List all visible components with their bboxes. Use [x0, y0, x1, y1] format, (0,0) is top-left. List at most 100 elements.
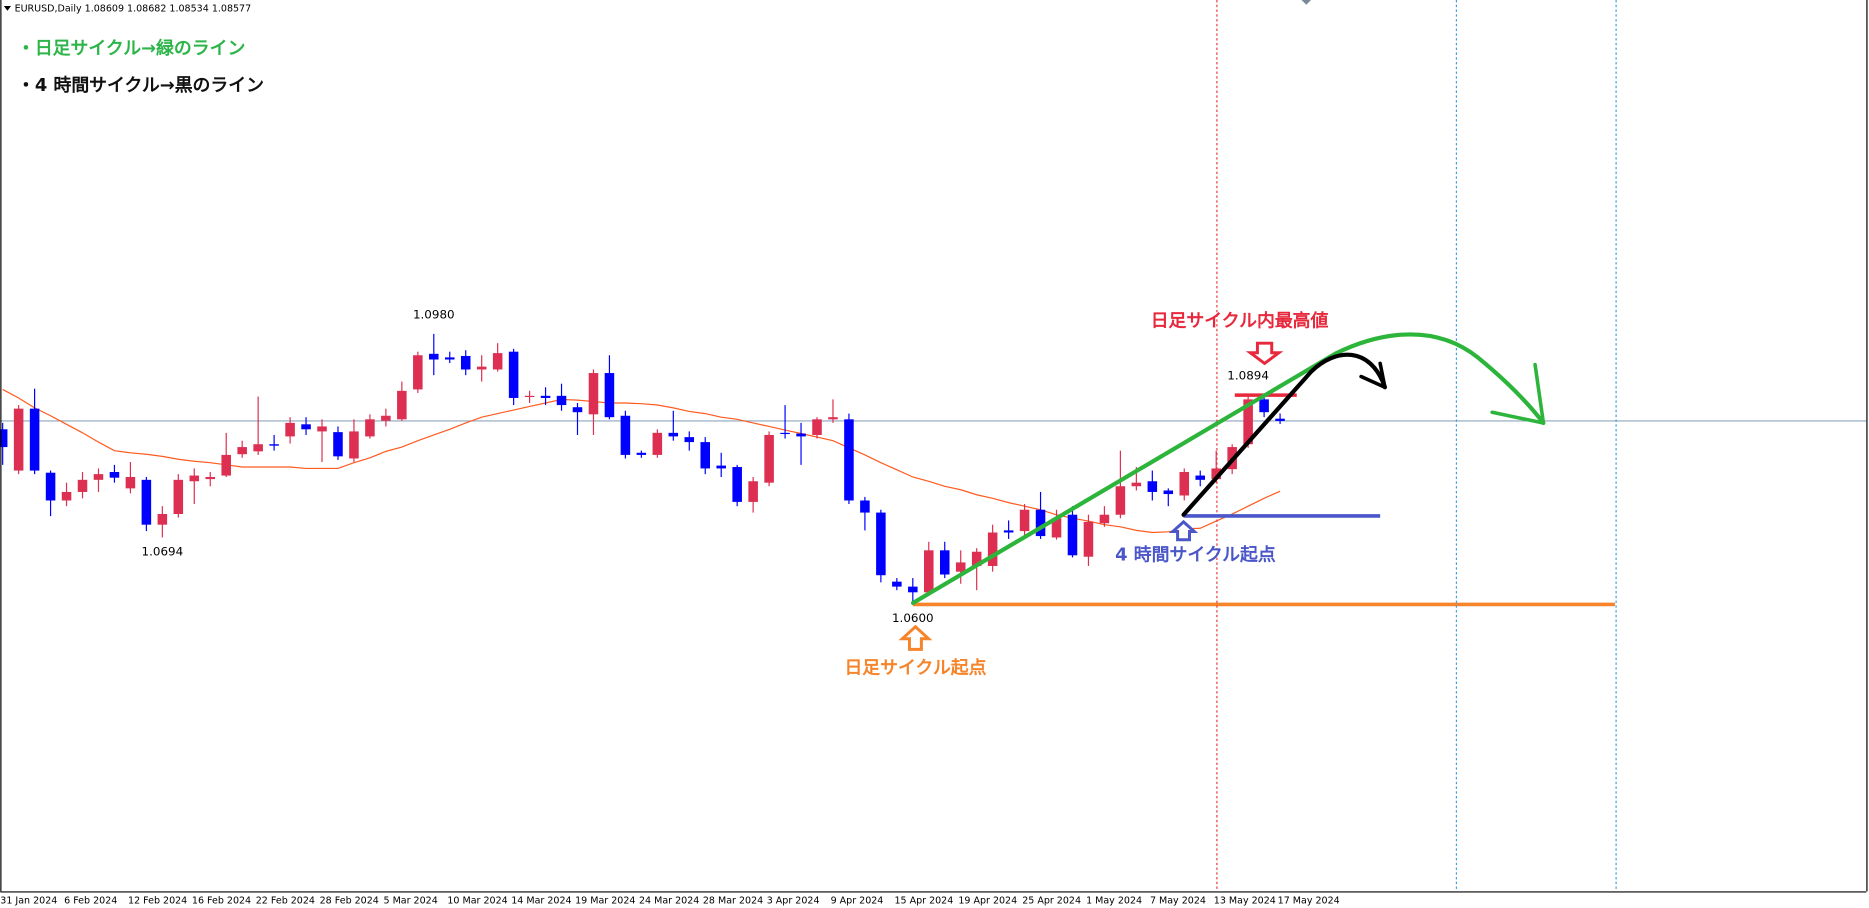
candle-body — [1179, 471, 1190, 496]
x-tick-label: 13 May 2024 — [1214, 895, 1276, 906]
candle-body — [397, 390, 407, 420]
candle-body — [652, 432, 663, 455]
candle-body — [13, 408, 24, 471]
candle-body — [971, 551, 982, 566]
candle-body — [1243, 399, 1253, 445]
candle-body — [828, 417, 838, 420]
candle-body — [604, 373, 615, 418]
x-tick-label: 19 Mar 2024 — [575, 895, 635, 906]
header-high: 1.08682 — [127, 3, 166, 14]
x-tick-label: 9 Apr 2024 — [831, 895, 884, 906]
candle-body — [732, 467, 742, 502]
candle-body — [588, 373, 599, 415]
candle-body — [1019, 509, 1030, 532]
candle-body — [572, 407, 583, 413]
x-tick-label: 3 Apr 2024 — [767, 895, 820, 906]
x-tick-label: 10 Mar 2024 — [447, 895, 507, 906]
candle-body — [349, 431, 359, 459]
annotation-high: 日足サイクル内最高値 — [1151, 310, 1329, 332]
candle-body — [908, 586, 918, 593]
candle-body — [876, 512, 886, 576]
candle-body — [157, 514, 168, 525]
chart-header: EURUSD,Daily 1.08609 1.08682 1.08534 1.0… — [15, 3, 252, 14]
candle-body — [924, 550, 934, 593]
x-tick-label: 25 Apr 2024 — [1022, 895, 1081, 906]
candle-body — [317, 426, 327, 432]
candle-body — [1147, 481, 1158, 492]
candle-body — [1195, 475, 1205, 480]
daily-cycle-curve — [910, 332, 1546, 606]
candle-body — [237, 447, 247, 455]
candle-body — [684, 437, 695, 443]
candle-body — [444, 357, 455, 360]
candle-body — [173, 479, 184, 515]
candle-body — [1003, 530, 1014, 533]
x-tick-label: 31 Jan 2024 — [0, 895, 57, 906]
candle-body — [1131, 482, 1142, 487]
candle-body — [1067, 514, 1078, 556]
candle-body — [333, 432, 343, 457]
candle-body — [636, 452, 647, 455]
daily-cycle-arrowhead — [1490, 362, 1546, 425]
candle-body — [1051, 518, 1062, 538]
header-close: 1.08577 — [212, 3, 251, 14]
annotation-daily-start: 日足サイクル起点 — [844, 656, 986, 678]
x-tick-label: 19 Apr 2024 — [958, 895, 1017, 906]
candle-body — [812, 419, 822, 435]
candle-body — [1163, 490, 1174, 495]
candle-body — [285, 422, 295, 437]
candle-body — [381, 415, 391, 421]
candle-body — [955, 562, 966, 572]
x-tick-label: 22 Feb 2024 — [256, 895, 315, 906]
candle-body — [892, 581, 902, 587]
candle-body — [668, 432, 679, 437]
candle-body — [748, 481, 758, 502]
x-tick-label: 28 Feb 2024 — [320, 895, 379, 906]
candle-body — [269, 444, 279, 446]
x-tick-label: 1 May 2024 — [1086, 895, 1142, 906]
candle-body — [141, 479, 152, 525]
candle-body — [1259, 399, 1269, 413]
x-tick-label: 28 Mar 2024 — [703, 895, 763, 906]
note-daily: ・日足サイクル→緑のライン — [17, 37, 245, 59]
candle-body — [492, 353, 503, 370]
price-label: 1.0694 — [142, 544, 184, 558]
candle-body — [301, 424, 311, 430]
x-tick-label: 15 Apr 2024 — [894, 895, 953, 906]
shift-marker — [1301, 0, 1312, 5]
x-tick-label: 14 Mar 2024 — [511, 895, 571, 906]
candle-body — [524, 395, 535, 398]
x-tick-label: 5 Mar 2024 — [384, 895, 438, 906]
candle-body — [556, 395, 567, 406]
candle-body — [429, 353, 439, 360]
candle-body — [620, 415, 631, 455]
moving-average — [2, 388, 1281, 534]
candle-body — [939, 550, 950, 575]
candle-body — [29, 408, 40, 471]
header-low: 1.08534 — [169, 3, 208, 14]
candle-body — [221, 454, 231, 476]
candle-body — [700, 442, 711, 469]
candle-body — [253, 444, 263, 452]
x-tick-label: 24 Mar 2024 — [639, 895, 699, 906]
candle-body — [540, 395, 551, 398]
plot — [0, 333, 1867, 607]
daily-start-arrow — [898, 624, 933, 651]
candle-body — [109, 471, 120, 478]
candle-body — [61, 491, 72, 501]
candle-body — [125, 476, 136, 489]
candle-body — [189, 475, 200, 482]
candle-body — [0, 429, 8, 448]
price-label: 1.0980 — [413, 307, 455, 321]
high-arrow — [1245, 341, 1284, 366]
candle-body — [780, 432, 790, 435]
x-tick-label: 16 Feb 2024 — [192, 895, 251, 906]
candle-body — [205, 476, 216, 480]
menu-triangle — [3, 5, 12, 11]
candle-body — [460, 355, 471, 370]
candle-body — [860, 500, 870, 513]
x-tick-label: 17 May 2024 — [1278, 895, 1340, 906]
